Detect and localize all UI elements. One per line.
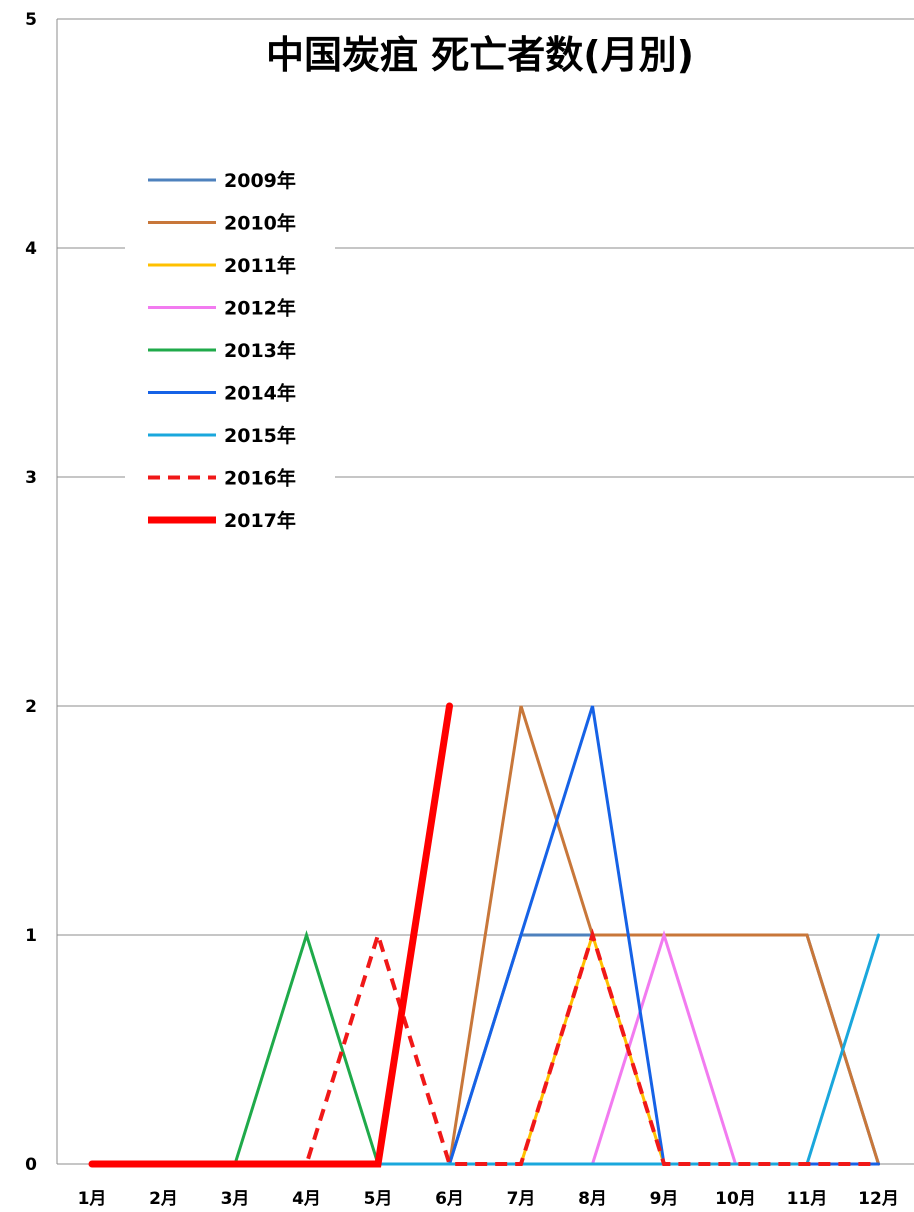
- x-tick-label: 3月: [221, 1189, 250, 1209]
- x-tick-label: 1月: [78, 1189, 107, 1209]
- y-tick-label: 1: [25, 926, 37, 946]
- x-tick-label: 10月: [715, 1189, 756, 1209]
- chart-title: 中国炭疽 死亡者数(月別): [266, 33, 694, 77]
- legend-label: 2009年: [224, 169, 296, 192]
- series-lines: [88, 702, 880, 1168]
- legend: 2009年 2010年 2011年 2012年 2013年 2014年 2015年 2016年…: [148, 169, 296, 532]
- y-tick-label: 2: [25, 697, 37, 717]
- x-tick-label: 4月: [292, 1189, 321, 1209]
- x-tick-label: 7月: [507, 1189, 536, 1209]
- x-tick-label: 5月: [364, 1189, 393, 1209]
- y-tick-label: 5: [25, 10, 37, 30]
- legend-label: 2012年: [224, 297, 296, 320]
- legend-label: 2014年: [224, 382, 296, 405]
- x-tick-label: 11月: [787, 1189, 828, 1209]
- x-tick-labels: 1月 2月 3月 4月 5月 6月 7月 8月 9月 10月 11月 12月: [78, 1189, 899, 1209]
- x-tick-label: 2月: [149, 1189, 178, 1209]
- legend-label: 2011年: [224, 254, 296, 277]
- series-line-2017年: [88, 702, 453, 1168]
- legend-label: 2010年: [224, 212, 296, 235]
- y-tick-labels: 0 1 2 3 4 5: [25, 10, 37, 1175]
- y-tick-label: 4: [25, 239, 37, 259]
- y-tick-label: 3: [25, 468, 37, 488]
- y-tick-label: 0: [25, 1155, 37, 1175]
- x-tick-label: 9月: [650, 1189, 679, 1209]
- legend-label: 2016年: [224, 467, 296, 490]
- legend-label: 2013年: [224, 339, 296, 362]
- x-tick-label: 8月: [578, 1189, 607, 1209]
- legend-label: 2017年: [224, 509, 296, 532]
- x-tick-label: 12月: [858, 1189, 899, 1209]
- legend-label: 2015年: [224, 424, 296, 447]
- x-tick-label: 6月: [435, 1189, 464, 1209]
